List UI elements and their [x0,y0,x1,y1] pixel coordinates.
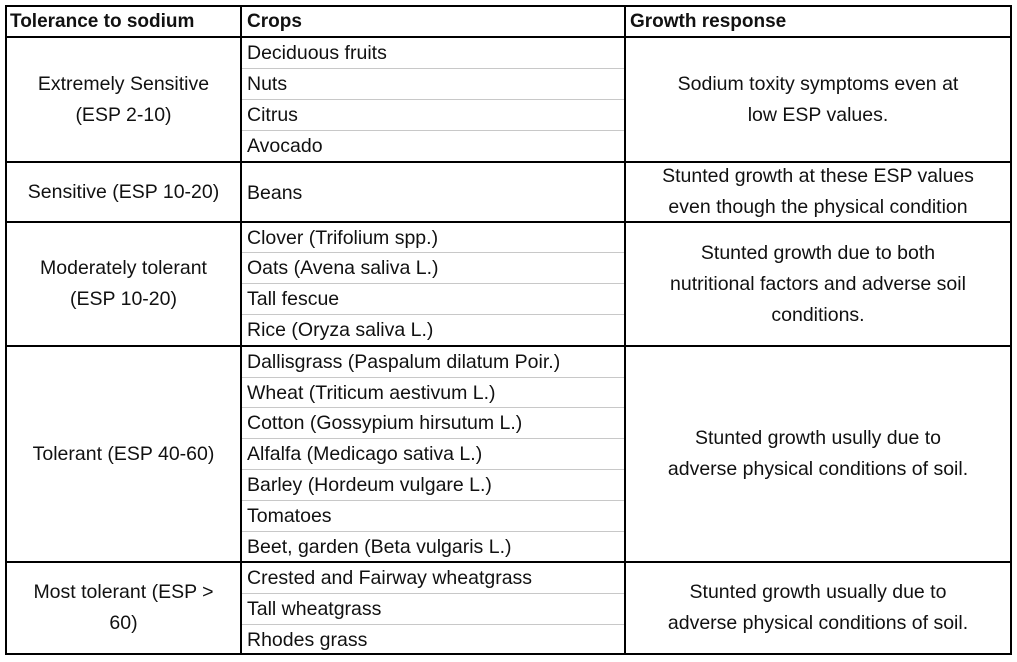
crop-divider [242,438,624,439]
response-line: even though the physical condition [668,196,968,218]
response-line: Stunted growth usully due to [694,427,942,449]
response-line: Stunted growth due to both [700,241,936,264]
column-divider [624,5,626,655]
tolerance-line: (ESP 10-20) [70,288,177,310]
response-line: adverse physical conditions of soil. [667,612,969,634]
crop-item: Barley (Hordeum vulgare L.) [247,474,492,496]
crop-item: Citrus [247,104,298,126]
crop-item: Oats (Avena saliva L.) [247,257,439,279]
table-border [5,5,1012,655]
crop-item: Alfalfa (Medicago sativa L.) [247,443,483,465]
response-cell: Stunted growth due to both nutritional f… [626,223,1010,345]
response-line: Sodium toxity symptoms even at [677,72,959,95]
tolerance-cell: Moderately tolerant (ESP 10-20) [7,223,240,345]
crop-item: Beans [247,182,303,204]
crop-item: Rhodes grass [247,629,368,651]
crop-divider [242,314,624,315]
crop-divider [242,531,624,532]
header-response: Growth response [630,11,787,32]
response-line: low ESP values. [747,103,889,126]
tolerance-cell: Extremely Sensitive (ESP 2-10) [7,38,240,161]
response-line: adverse physical conditions of soil. [667,458,969,480]
crop-divider [242,252,624,253]
response-cell: Sodium toxity symptoms even at low ESP v… [626,38,1010,161]
response-line: Stunted growth at these ESP values [662,165,974,187]
header-tolerance: Tolerance to sodium [10,11,195,32]
crop-divider [242,407,624,408]
tolerance-line: Sensitive (ESP 10-20) [27,180,220,203]
crop-item: Deciduous fruits [247,42,387,64]
tolerance-line: Moderately tolerant [40,257,207,279]
row-divider [5,345,1012,347]
crop-divider [242,130,624,131]
response-line: nutritional factors and adverse soil [670,272,966,295]
crop-divider [242,593,624,594]
row-divider [5,561,1012,563]
response-cell: Stunted growth usually due to adverse ph… [626,563,1010,653]
crop-divider [242,283,624,284]
row-divider [5,161,1012,163]
tolerance-line: (ESP 2-10) [75,103,172,126]
crop-divider [242,624,624,625]
header-divider [5,36,1012,38]
response-cell: Stunted growth at these ESP values even … [626,163,1010,221]
response-line: Stunted growth usually due to [689,581,947,603]
crop-divider [242,469,624,470]
crop-item: Tall fescue [247,288,340,310]
crop-item: Nuts [247,73,288,95]
tolerance-cell: Sensitive (ESP 10-20) [7,163,240,221]
crop-divider [242,377,624,378]
tolerance-line: Most tolerant (ESP > [33,581,214,603]
header-crops: Crops [247,11,302,32]
crop-item: Clover (Trifolium spp.) [247,227,439,249]
column-divider [240,5,242,655]
crop-divider [242,99,624,100]
row-divider [5,221,1012,223]
tolerance-cell: Tolerant (ESP 40-60) [7,347,240,561]
crop-item: Tomatoes [247,505,332,527]
crop-item: Beet, garden (Beta vulgaris L.) [247,536,512,558]
tolerance-cell: Most tolerant (ESP > 60) [7,563,240,653]
crop-item: Avocado [247,135,323,157]
response-line: conditions. [771,303,865,326]
response-cell: Stunted growth usully due to adverse phy… [626,347,1010,561]
crop-item: Crested and Fairway wheatgrass [247,567,533,589]
crop-item: Tall wheatgrass [247,598,382,620]
crop-item: Cotton (Gossypium hirsutum L.) [247,412,523,434]
crop-divider [242,500,624,501]
crop-item: Rice (Oryza saliva L.) [247,319,434,341]
crop-divider [242,68,624,69]
crop-item: Wheat (Triticum aestivum L.) [247,382,496,404]
tolerance-line: 60) [109,612,138,634]
tolerance-line: Tolerant (ESP 40-60) [32,442,215,465]
tolerance-line: Extremely Sensitive [37,72,210,95]
crop-item: Dallisgrass (Paspalum dilatum Poir.) [247,351,561,373]
